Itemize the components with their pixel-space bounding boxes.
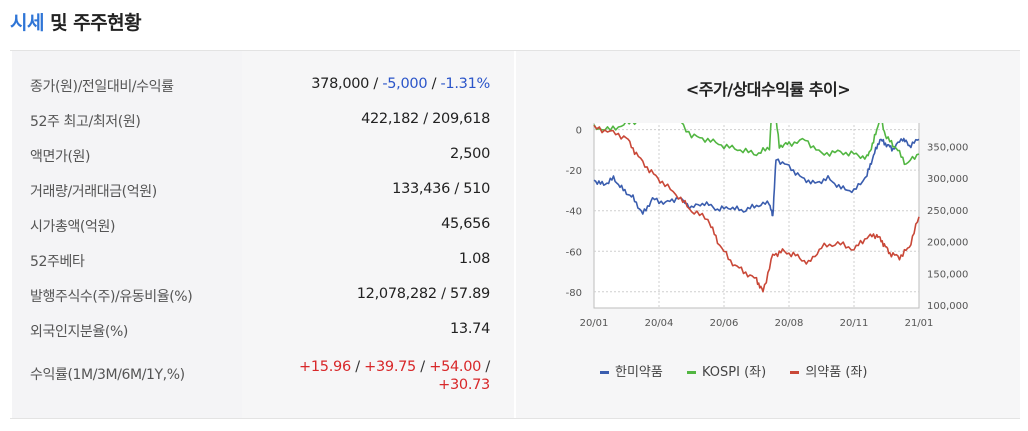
x-tick-label: 21/01 xyxy=(905,318,934,329)
value-separator: / xyxy=(427,76,441,92)
table-row: 52주 최고/최저(원) 422,182 / 209,618 xyxy=(12,103,514,138)
y-left-tick-label: -60 xyxy=(566,247,582,258)
return-1m: +15.96 xyxy=(299,359,351,375)
legend-item-kospi: KOSPI (좌) xyxy=(686,361,767,380)
y-right-tick-label: 100,000 xyxy=(927,301,968,312)
return-1y: +30.73 xyxy=(438,377,490,393)
x-tick-label: 20/04 xyxy=(645,318,674,329)
table-row: 시가총액(억원) 45,656 xyxy=(12,208,514,243)
row-label: 52주베타 xyxy=(30,254,85,270)
return-6m: +54.00 xyxy=(429,359,482,375)
legend-swatch xyxy=(600,371,609,374)
value-separator: / xyxy=(481,359,490,375)
table-row: 수익률(1M/3M/6M/1Y,%) +15.96 / +39.75 / +54… xyxy=(12,356,514,398)
row-label: 거래량/거래대금(억원) xyxy=(30,184,157,200)
y-left-tick-label: -80 xyxy=(566,288,582,299)
table-row: 액면가(원) 2,500 xyxy=(12,138,514,173)
legend-swatch xyxy=(790,371,800,374)
series-line-2 xyxy=(593,124,920,293)
legend-label: KOSPI (좌) xyxy=(701,365,767,380)
row-label: 발행주식수(주)/유동비율(%) xyxy=(30,289,193,305)
table-row: 발행주식수(주)/유동비율(%) 12,078,282 / 57.89 xyxy=(12,278,514,313)
change-rate: -1.31% xyxy=(440,76,491,92)
value-separator: / xyxy=(416,359,430,375)
series-line-1 xyxy=(593,123,920,166)
chart-panel: <주가/상대수익률 추이> 200-20-40-60-80450,000400,… xyxy=(516,51,1020,418)
y-right-tick-label: 350,000 xyxy=(927,142,968,153)
legend-label: 한미약품 xyxy=(615,365,663,380)
row-value: 422,182 / 209,618 xyxy=(361,111,490,127)
row-label: 시가총액(억원) xyxy=(30,219,116,235)
table-row: 종가(원)/전일대비/수익률 378,000 / -5,000 / -1.31% xyxy=(12,68,514,103)
row-value: 13.74 xyxy=(449,321,490,337)
row-value: 1.08 xyxy=(458,251,490,267)
row-label: 외국인지분율(%) xyxy=(30,324,128,340)
close-price: 378,000 / xyxy=(311,76,383,92)
price-chart: 200-20-40-60-80450,000400,000350,000300,… xyxy=(566,123,968,329)
series-line-0 xyxy=(593,137,920,217)
y-right-tick-label: 250,000 xyxy=(927,206,968,217)
section-title: 시세 및 주주현황 xyxy=(10,8,142,35)
y-right-tick-label: 300,000 xyxy=(927,174,968,185)
x-tick-label: 20/08 xyxy=(775,318,804,329)
y-right-tick-label: 150,000 xyxy=(927,269,968,280)
chart-title: <주가/상대수익률 추이> xyxy=(685,80,851,99)
legend-label: 의약품 (좌) xyxy=(805,365,868,380)
legend-swatch xyxy=(686,371,696,374)
row-label: 수익률(1M/3M/6M/1Y,%) xyxy=(30,367,185,383)
table-row: 거래량/거래대금(억원) 133,436 / 510 xyxy=(12,173,514,208)
divider-bottom xyxy=(10,418,1020,419)
price-change: -5,000 xyxy=(382,76,428,92)
row-value: 2,500 xyxy=(449,146,490,162)
legend-item-hanmi: 한미약품 xyxy=(600,361,663,380)
label-column xyxy=(12,51,242,418)
y-right-tick-label: 200,000 xyxy=(927,238,968,249)
y-left-tick-label: 0 xyxy=(576,126,582,137)
row-label: 종가(원)/전일대비/수익률 xyxy=(30,79,174,95)
table-row: 외국인지분율(%) 13.74 xyxy=(12,313,514,348)
divider-top xyxy=(10,50,1020,51)
y-left-tick-label: -40 xyxy=(566,207,582,218)
x-tick-label: 20/06 xyxy=(710,318,739,329)
row-value: 133,436 / 510 xyxy=(392,181,490,197)
x-tick-label: 20/11 xyxy=(840,318,869,329)
row-label: 52주 최고/최저(원) xyxy=(30,114,141,130)
row-value: 12,078,282 / 57.89 xyxy=(356,286,491,302)
value-separator: / xyxy=(350,359,365,375)
stats-table: 종가(원)/전일대비/수익률 378,000 / -5,000 / -1.31%… xyxy=(12,51,514,418)
returns-value: +15.96 / +39.75 / +54.00 / +30.73 xyxy=(299,358,490,394)
legend-item-pharma: 의약품 (좌) xyxy=(790,361,867,380)
return-3m: +39.75 xyxy=(364,359,416,375)
row-value: 378,000 / -5,000 / -1.31% xyxy=(311,76,490,92)
table-row: 52주베타 1.08 xyxy=(12,243,514,278)
x-tick-label: 20/01 xyxy=(580,318,609,329)
section-title-rest: 및 주주현황 xyxy=(43,12,142,34)
chart-legend: 한미약품 KOSPI (좌) 의약품 (좌) xyxy=(600,361,887,380)
y-left-tick-label: -20 xyxy=(566,166,582,177)
row-label: 액면가(원) xyxy=(30,149,91,165)
row-value: 45,656 xyxy=(441,216,490,232)
section-title-accent: 시세 xyxy=(10,12,44,34)
